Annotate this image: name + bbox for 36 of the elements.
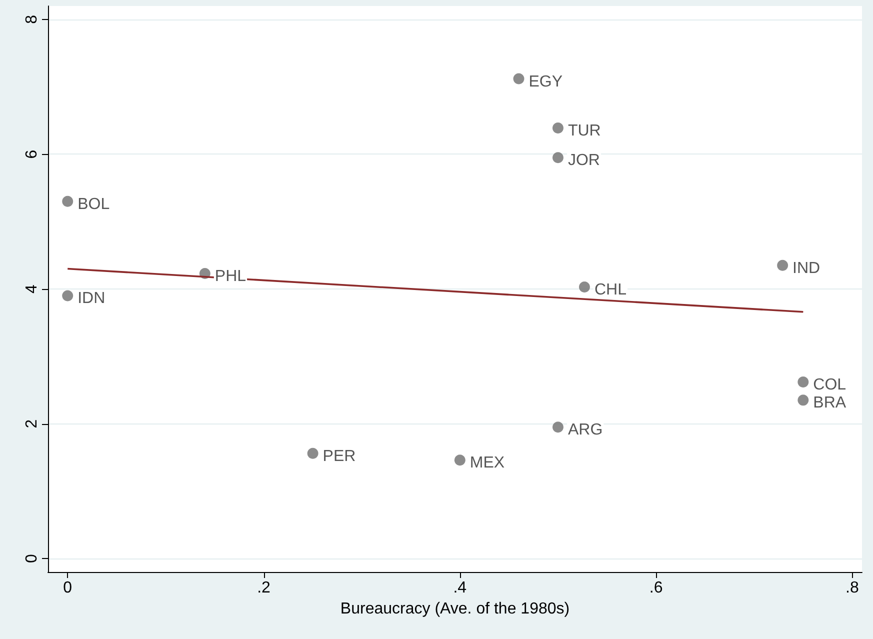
y-tick-label: 8	[24, 14, 40, 24]
x-tick-label: .4	[453, 580, 467, 596]
point	[777, 260, 788, 271]
annotation: CHL	[594, 281, 627, 298]
x-axis-title: Bureaucracy (Ave. of the 1980s)	[340, 600, 570, 618]
annotation: COL	[813, 376, 846, 394]
y-tick-label: 0	[24, 554, 40, 563]
point	[798, 376, 809, 388]
annotation: ARG	[568, 422, 603, 439]
point	[552, 422, 564, 433]
annotation: BRA	[813, 394, 846, 412]
x-tick-label: .8	[846, 580, 859, 596]
point	[454, 454, 466, 466]
annotation: EGY	[528, 73, 563, 90]
y-tick-label: 2	[24, 419, 40, 428]
annotation: BOL	[78, 196, 110, 213]
x-tick-label: .6	[649, 580, 663, 596]
point	[62, 196, 74, 207]
annotation: MEX	[470, 454, 505, 472]
y-tick-label: 4	[24, 284, 40, 294]
annotation: JOR	[568, 152, 600, 170]
annotation: IDN	[78, 290, 106, 308]
annotation: PHL	[214, 268, 246, 285]
point	[798, 394, 809, 406]
point	[62, 290, 74, 302]
point	[552, 122, 564, 134]
x-tick-label: 0	[63, 580, 72, 596]
point	[307, 448, 318, 459]
annotation: TUR	[568, 122, 601, 140]
y-tick-label: 6	[24, 150, 40, 159]
annotation: PER	[322, 448, 356, 465]
point	[513, 73, 524, 84]
point	[552, 152, 564, 164]
point	[578, 281, 590, 292]
x-tick-label: .2	[257, 580, 271, 596]
annotation: IND	[792, 260, 820, 277]
